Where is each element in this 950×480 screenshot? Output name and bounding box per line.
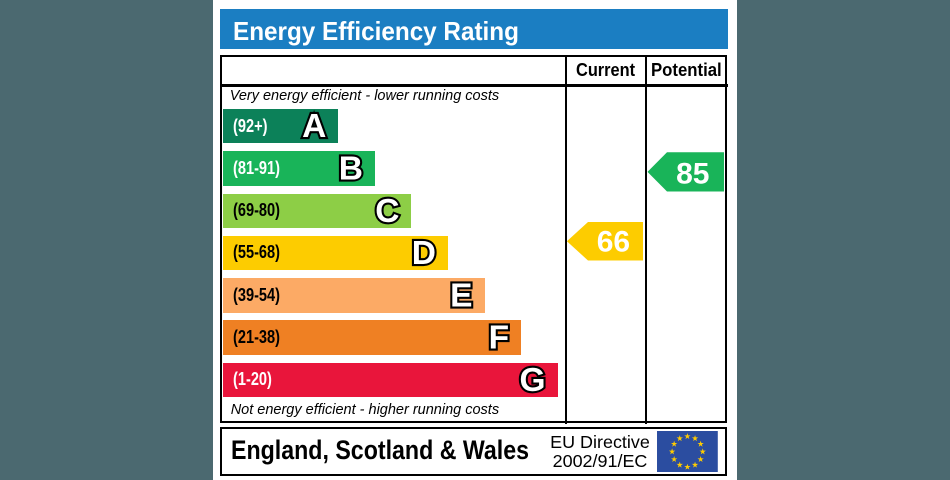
svg-text:G: G: [520, 362, 546, 399]
svg-text:A: A: [302, 108, 326, 145]
svg-text:85: 85: [676, 157, 709, 190]
svg-text:66: 66: [597, 225, 630, 258]
svg-text:D: D: [412, 235, 436, 272]
svg-text:E: E: [450, 277, 472, 314]
svg-text:C: C: [375, 193, 399, 230]
svg-text:F: F: [489, 320, 509, 357]
svg-text:B: B: [339, 151, 363, 188]
